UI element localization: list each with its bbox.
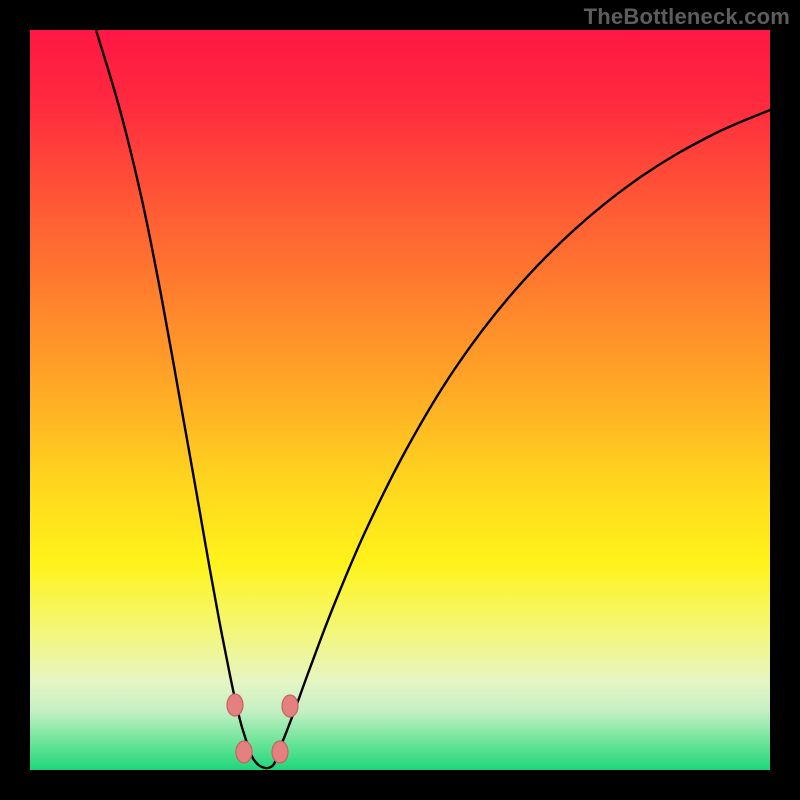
bottleneck-curve-chart (0, 0, 800, 800)
gradient-background (30, 30, 770, 770)
chart-container: TheBottleneck.com (0, 0, 800, 800)
curve-marker (282, 695, 298, 717)
curve-marker (272, 741, 288, 763)
curve-marker (227, 694, 243, 716)
watermark-label: TheBottleneck.com (584, 4, 790, 30)
curve-marker (236, 741, 252, 763)
